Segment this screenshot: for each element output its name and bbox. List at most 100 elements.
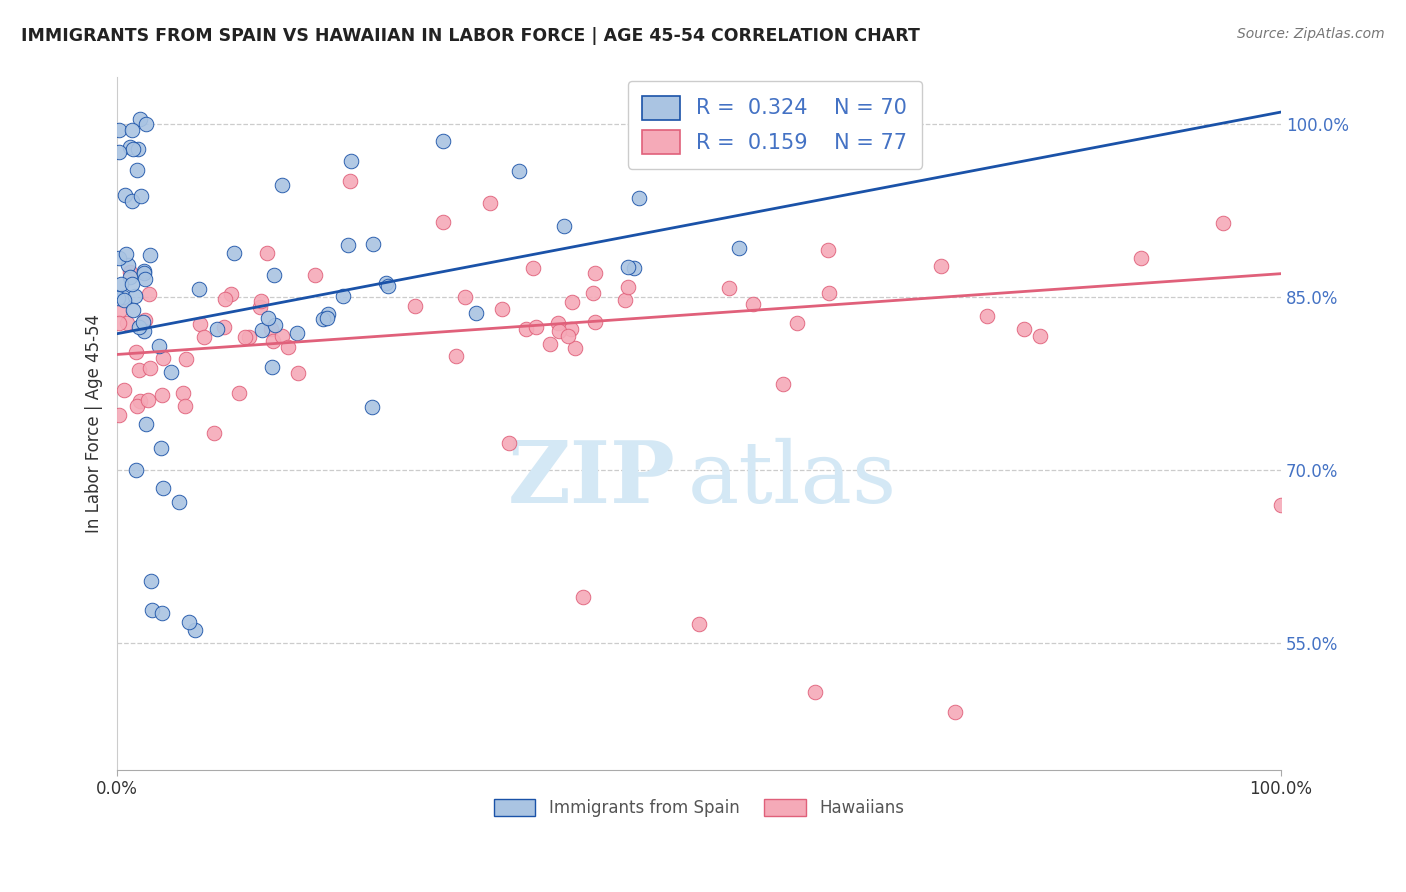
Point bbox=[688, 616, 710, 631]
Point bbox=[117, 316, 139, 330]
Point bbox=[108, 145, 131, 159]
Point bbox=[118, 140, 141, 154]
Point bbox=[454, 290, 477, 304]
Point bbox=[617, 279, 640, 293]
Point bbox=[212, 319, 235, 334]
Point bbox=[464, 306, 486, 320]
Point bbox=[312, 312, 335, 326]
Point bbox=[159, 365, 181, 379]
Point bbox=[360, 401, 382, 415]
Point bbox=[432, 215, 454, 229]
Point bbox=[260, 322, 283, 336]
Point bbox=[263, 318, 285, 332]
Point bbox=[132, 264, 155, 278]
Point bbox=[121, 194, 143, 209]
Point bbox=[1130, 251, 1153, 265]
Point bbox=[219, 287, 242, 301]
Point bbox=[250, 294, 273, 309]
Point bbox=[560, 321, 582, 335]
Point bbox=[174, 352, 197, 367]
Point bbox=[134, 266, 156, 280]
Point bbox=[304, 268, 326, 283]
Point bbox=[287, 366, 309, 380]
Point bbox=[207, 322, 229, 336]
Point bbox=[444, 349, 467, 363]
Point bbox=[139, 361, 162, 376]
Point bbox=[256, 246, 278, 260]
Point bbox=[132, 315, 155, 329]
Point bbox=[804, 685, 827, 699]
Point bbox=[125, 345, 148, 359]
Point bbox=[135, 417, 157, 432]
Point bbox=[118, 265, 141, 279]
Point bbox=[129, 394, 152, 409]
Point bbox=[1029, 329, 1052, 343]
Point bbox=[548, 324, 571, 338]
Point bbox=[214, 292, 236, 306]
Text: ZIP: ZIP bbox=[508, 437, 676, 521]
Point bbox=[222, 246, 245, 260]
Point bbox=[318, 307, 340, 321]
Point bbox=[136, 393, 159, 408]
Point bbox=[120, 270, 142, 285]
Point bbox=[114, 247, 136, 261]
Point bbox=[141, 574, 163, 589]
Point bbox=[134, 271, 156, 285]
Point bbox=[508, 164, 530, 178]
Point bbox=[515, 322, 537, 336]
Point bbox=[561, 294, 583, 309]
Point bbox=[583, 266, 606, 280]
Point bbox=[478, 195, 501, 210]
Point bbox=[149, 442, 172, 456]
Point bbox=[152, 351, 174, 365]
Point bbox=[107, 291, 129, 305]
Point bbox=[1014, 322, 1036, 336]
Point bbox=[262, 334, 284, 348]
Point bbox=[432, 134, 454, 148]
Point bbox=[583, 315, 606, 329]
Point bbox=[121, 123, 143, 137]
Point bbox=[627, 192, 650, 206]
Point bbox=[128, 363, 150, 377]
Point bbox=[786, 316, 808, 330]
Point bbox=[139, 248, 162, 262]
Point bbox=[177, 615, 200, 629]
Point bbox=[184, 623, 207, 637]
Point bbox=[125, 463, 148, 477]
Point bbox=[110, 277, 132, 291]
Point bbox=[193, 330, 215, 344]
Point bbox=[187, 282, 209, 296]
Point bbox=[336, 237, 359, 252]
Point bbox=[270, 329, 292, 343]
Point bbox=[260, 359, 283, 374]
Point bbox=[228, 385, 250, 400]
Point bbox=[249, 300, 271, 314]
Point bbox=[257, 311, 280, 326]
Point bbox=[114, 188, 136, 202]
Point bbox=[571, 590, 593, 604]
Point bbox=[122, 302, 145, 317]
Point bbox=[976, 310, 998, 324]
Point bbox=[134, 313, 156, 327]
Point bbox=[547, 316, 569, 330]
Point bbox=[526, 320, 548, 334]
Point bbox=[238, 330, 260, 344]
Point bbox=[263, 268, 285, 282]
Point bbox=[315, 310, 337, 325]
Point bbox=[127, 399, 149, 413]
Point bbox=[121, 277, 143, 292]
Point bbox=[150, 606, 173, 620]
Point bbox=[339, 174, 361, 188]
Point bbox=[277, 340, 299, 354]
Point bbox=[617, 260, 640, 274]
Point bbox=[121, 142, 143, 156]
Point bbox=[112, 289, 135, 303]
Text: IMMIGRANTS FROM SPAIN VS HAWAIIAN IN LABOR FORCE | AGE 45-54 CORRELATION CHART: IMMIGRANTS FROM SPAIN VS HAWAIIAN IN LAB… bbox=[21, 27, 920, 45]
Point bbox=[128, 319, 150, 334]
Text: atlas: atlas bbox=[688, 438, 897, 521]
Point bbox=[190, 317, 212, 331]
Point bbox=[943, 705, 966, 719]
Point bbox=[582, 285, 605, 300]
Point bbox=[148, 339, 170, 353]
Point bbox=[202, 425, 225, 440]
